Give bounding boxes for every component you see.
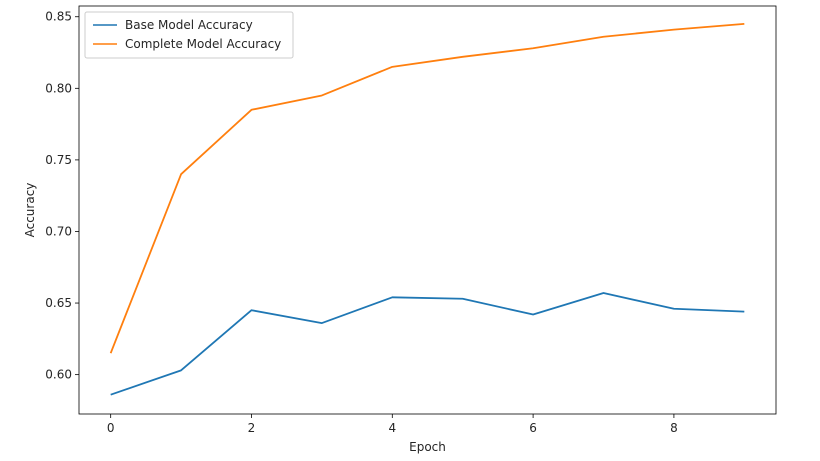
y-tick-label: 0.60 xyxy=(45,368,72,382)
legend-label-complete-model: Complete Model Accuracy xyxy=(125,37,281,51)
y-axis-label: Accuracy xyxy=(23,183,37,238)
y-tick-label: 0.75 xyxy=(45,153,72,167)
series-line-complete-model xyxy=(109,22,745,354)
y-tick-label: 0.85 xyxy=(45,10,72,24)
legend-box xyxy=(84,11,294,59)
y-axis: 0.60 0.65 0.70 0.75 0.80 0.85 xyxy=(45,10,79,382)
x-tick-label: 8 xyxy=(670,421,678,435)
x-tick-label: 4 xyxy=(388,421,396,435)
series-layer xyxy=(109,22,745,396)
x-tick-label: 2 xyxy=(248,421,256,435)
legend-label-base-model: Base Model Accuracy xyxy=(125,18,253,32)
x-tick-label: 6 xyxy=(529,421,537,435)
series-line-base-model xyxy=(110,292,745,396)
y-tick-label: 0.65 xyxy=(45,296,72,310)
plot-area xyxy=(78,5,777,415)
y-tick-label: 0.80 xyxy=(45,81,72,95)
legend: Base Model Accuracy Complete Model Accur… xyxy=(84,11,294,59)
x-tick-label: 0 xyxy=(107,421,115,435)
x-axis: 0 2 4 6 8 xyxy=(107,414,678,435)
y-tick-label: 0.70 xyxy=(45,224,72,238)
x-axis-label: Epoch xyxy=(409,440,446,454)
